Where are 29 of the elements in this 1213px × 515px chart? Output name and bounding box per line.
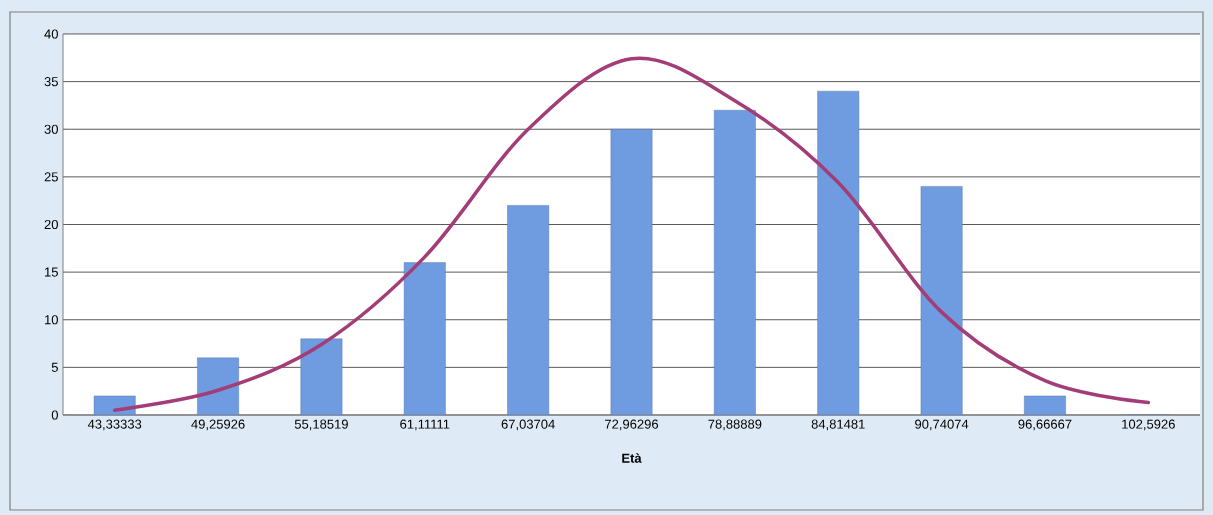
x-tick-label: 102,5926: [1122, 419, 1175, 431]
y-tick-label: 0: [51, 410, 58, 420]
x-tick-label: 96,66667: [1018, 419, 1072, 431]
x-tick-label: 84,81481: [811, 419, 865, 431]
bar: [300, 338, 343, 415]
line-series: [112, 56, 1151, 412]
x-tick-label: 49,25926: [191, 419, 245, 431]
y-tick-label: 25: [44, 172, 58, 182]
x-axis-title: Età: [622, 453, 642, 463]
x-tick-label: 90,74074: [915, 419, 969, 431]
x-tick-label: 43,33333: [87, 419, 142, 431]
bar: [817, 90, 860, 415]
y-tick-label: 35: [44, 77, 58, 87]
y-tick-label: 20: [44, 219, 58, 230]
x-tick-label: 67,03704: [501, 419, 555, 431]
x-tick-label: 61,11111: [400, 419, 450, 431]
y-tick-label: 5: [51, 362, 58, 372]
bar: [920, 186, 963, 415]
y-tick-label: 30: [44, 124, 58, 134]
bar: [610, 129, 653, 415]
y-tick-label: 15: [45, 267, 58, 277]
y-tick-label: 40: [44, 29, 58, 39]
bar: [403, 262, 446, 415]
bar: [714, 109, 756, 415]
x-tick-label: 55,18519: [294, 419, 348, 431]
x-tick-label: 78,88889: [708, 419, 762, 431]
y-tick-label: 10: [45, 315, 58, 325]
x-tick-label: 72,96296: [605, 419, 659, 431]
bar: [507, 205, 550, 415]
